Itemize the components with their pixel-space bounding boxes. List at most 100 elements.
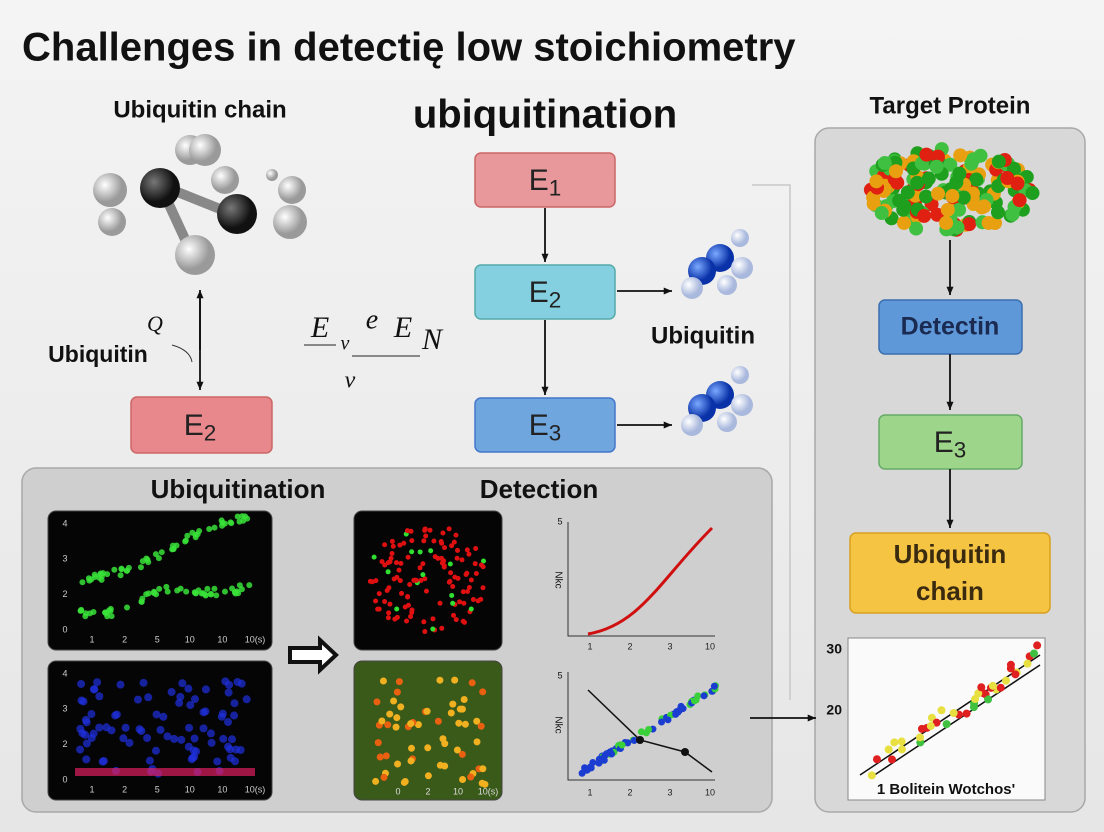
glow-dot [435, 555, 441, 561]
atom [731, 366, 749, 384]
atom [731, 229, 749, 247]
tick-label: 5 [557, 670, 562, 680]
glow-dot [163, 732, 172, 741]
glow-dot [386, 610, 392, 616]
scatter-dot [658, 718, 666, 726]
glow-dot [369, 579, 375, 585]
tick-label: 2 [627, 787, 632, 797]
chain-label: Ubiquitin chain [113, 96, 286, 123]
glow-dot [82, 755, 91, 764]
glow-dot [461, 619, 467, 625]
label-sub: 3 [549, 420, 562, 445]
glow-dot [423, 588, 429, 594]
atom [991, 154, 1006, 169]
glow-dot [409, 549, 415, 555]
glow-dot [468, 679, 476, 687]
trend-line [859, 654, 1041, 776]
atom [896, 202, 911, 217]
glow-dot [424, 744, 432, 752]
atom [962, 217, 977, 232]
glow-dot [454, 555, 460, 561]
glow-dot [230, 711, 239, 720]
atom [900, 185, 915, 200]
glow-dot [76, 724, 85, 733]
glow-dot [232, 590, 239, 597]
scatter-dot [897, 737, 906, 746]
scatter-dot [1033, 641, 1042, 650]
tick-label: 2 [425, 786, 430, 796]
glow-dot [418, 577, 424, 583]
arrow-head [946, 519, 954, 528]
tick-label: 10(s) [245, 784, 266, 794]
glow-dot [143, 734, 152, 743]
marker [636, 736, 644, 744]
atom [175, 235, 215, 275]
ubiquitin-label: Ubiquitin [651, 322, 755, 349]
tick-label: 10(s) [245, 634, 266, 644]
scatter-dot [974, 689, 983, 698]
glow-dot [453, 746, 461, 754]
glow-dot [87, 710, 96, 719]
glow-dot [145, 590, 152, 597]
glow-dot [420, 561, 426, 567]
glow-dot [170, 734, 179, 743]
atom [917, 208, 932, 223]
trend-line [869, 664, 1041, 779]
scatter-dot [710, 682, 718, 690]
glow-dot [441, 563, 447, 569]
scatter-dot [1023, 659, 1032, 668]
curve [587, 526, 714, 636]
glow-dot [164, 588, 171, 595]
glow-dot [421, 619, 427, 625]
glow-dot [225, 680, 234, 689]
tick-label: 10 [217, 784, 227, 794]
box-label: chain [916, 576, 984, 606]
glow-dot [81, 715, 90, 724]
arrow-head [541, 386, 549, 395]
glow-dot [207, 738, 216, 747]
scatter-dot [637, 728, 645, 736]
atom [1012, 193, 1027, 208]
glow-dot [400, 778, 408, 786]
glow-dot [389, 550, 395, 556]
glow-dot [422, 576, 428, 582]
glow-dot [393, 688, 401, 696]
scatter-dot [884, 745, 893, 754]
glow-dot [224, 718, 233, 727]
scatter-dot [694, 692, 702, 700]
glow-dot [118, 565, 125, 572]
tick-label: 1 [89, 634, 94, 644]
glow-dot [137, 564, 144, 571]
scatter-dot [996, 683, 1005, 692]
glow-dot [473, 570, 479, 576]
atom [909, 221, 924, 236]
atom [266, 169, 278, 181]
atom [731, 394, 753, 416]
glow-dot [231, 745, 240, 754]
glow-dot [409, 607, 415, 613]
box-label: E1 [529, 164, 562, 201]
tick-label: 3 [667, 787, 672, 797]
glow-dot [423, 533, 429, 539]
glow-dot [407, 582, 413, 588]
glow-dot [77, 679, 86, 688]
glow-dot [202, 591, 209, 598]
caption: 1 Bolitein Wotchos' [877, 781, 1015, 798]
tick-label: 3 [667, 641, 672, 651]
glow-dot [390, 543, 396, 549]
glow-dot [397, 542, 403, 548]
glow-dot [376, 753, 384, 761]
glow-dot [457, 599, 463, 605]
glow-dot [125, 738, 134, 747]
glow-dot [76, 745, 85, 754]
glow-dot [455, 719, 463, 727]
scatter-dot [932, 718, 941, 727]
glow-dot [237, 679, 246, 688]
glow-dot [460, 695, 468, 703]
glow-dot [434, 717, 442, 725]
scatter-dot [700, 692, 708, 700]
glow-dot [373, 698, 381, 706]
glow-dot [423, 707, 431, 715]
scatter-frame [847, 637, 1046, 801]
box-label: E3 [529, 409, 562, 446]
